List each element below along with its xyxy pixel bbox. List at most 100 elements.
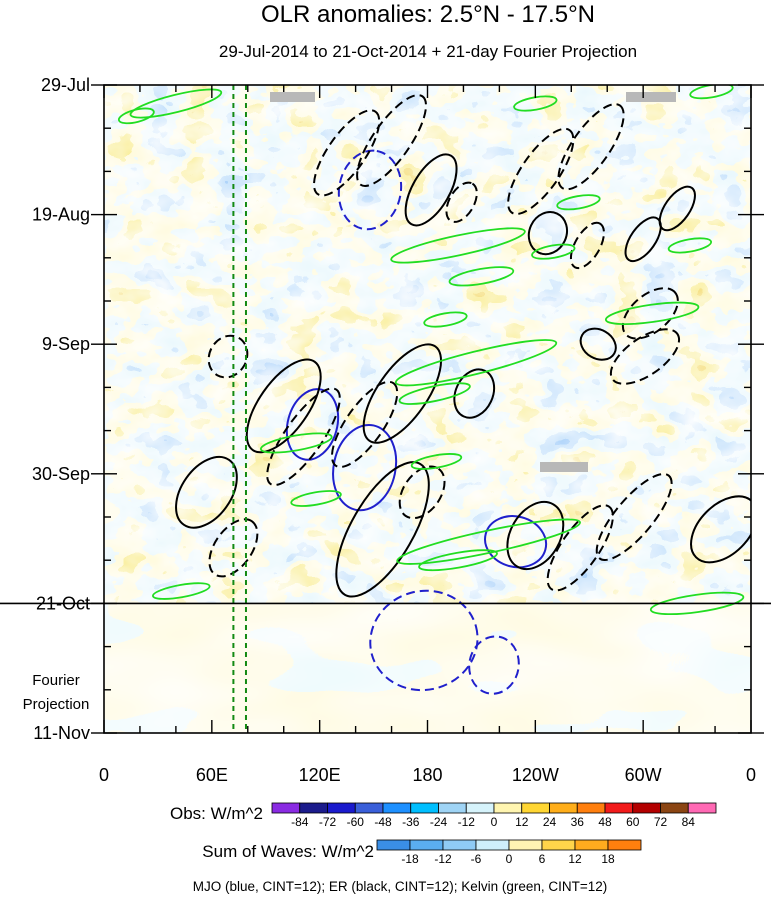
er-contour bbox=[621, 287, 679, 340]
er-contour bbox=[507, 127, 575, 215]
y-tick-label: 21-Oct bbox=[36, 593, 90, 613]
kelvin-contour bbox=[513, 95, 558, 112]
colorbar-tick-label: -72 bbox=[319, 815, 337, 829]
colorbar-swatch bbox=[604, 802, 634, 814]
er-contour bbox=[404, 153, 458, 227]
projection-olr-field bbox=[104, 603, 751, 733]
kelvin-contour bbox=[410, 453, 463, 470]
projection-label-line2: Projection bbox=[23, 696, 90, 713]
colorbar-tick-label: -12 bbox=[434, 852, 452, 866]
mjo-contour bbox=[468, 635, 520, 695]
kelvin-contour bbox=[290, 490, 342, 507]
er-contour bbox=[658, 185, 696, 232]
mjo-contour bbox=[332, 423, 398, 512]
missing-data-patch bbox=[540, 462, 588, 472]
colorbar-tick-label: 36 bbox=[571, 815, 585, 829]
er-contour bbox=[356, 94, 427, 187]
y-tick-label: 19-Aug bbox=[32, 205, 90, 225]
er-contour bbox=[330, 380, 399, 468]
kelvin-contour bbox=[129, 88, 223, 119]
colorbar-swatch bbox=[687, 802, 717, 814]
x-tick-label: 60W bbox=[625, 765, 662, 785]
er-contour bbox=[208, 518, 259, 578]
colorbar-tick-label: 12 bbox=[568, 852, 582, 866]
colorbar-swatch bbox=[438, 802, 467, 814]
colorbar-tick-label: -36 bbox=[402, 815, 420, 829]
kelvin-contour bbox=[667, 237, 713, 254]
x-tick-label: 0 bbox=[746, 765, 756, 785]
er-contour bbox=[398, 465, 446, 520]
er-contour bbox=[175, 455, 238, 529]
colorbar-tick-label: 72 bbox=[654, 815, 668, 829]
colorbar-swatch bbox=[382, 802, 412, 814]
colorbar-swatch bbox=[409, 839, 444, 851]
er-contour bbox=[579, 327, 617, 361]
colorbar-swatch bbox=[632, 802, 661, 814]
colorbar-swatch bbox=[574, 839, 609, 851]
colorbar-swatch bbox=[521, 802, 550, 814]
waves-colorbar-label: Sum of Waves: W/m^2 bbox=[202, 842, 374, 861]
kelvin-contour bbox=[649, 591, 745, 616]
mjo-contour bbox=[484, 515, 548, 569]
er-contour bbox=[313, 109, 381, 197]
er-contour bbox=[362, 343, 443, 444]
colorbar-swatch bbox=[271, 802, 301, 814]
kelvin-contour bbox=[448, 266, 515, 287]
kelvin-contour bbox=[117, 107, 155, 125]
y-tick-label: 11-Nov bbox=[33, 723, 90, 743]
x-tick-label: 60E bbox=[196, 765, 228, 785]
colorbar-swatch bbox=[299, 802, 328, 814]
chart-title: OLR anomalies: 2.5°N - 17.5°N bbox=[261, 1, 595, 28]
colorbar-tick-label: 0 bbox=[491, 815, 498, 829]
er-contour bbox=[624, 216, 662, 263]
colorbar-swatch bbox=[541, 839, 576, 851]
kelvin-contour bbox=[152, 582, 211, 600]
kelvin-contour bbox=[604, 301, 700, 325]
er-contour bbox=[207, 334, 249, 379]
chart-subtitle: 29-Jul-2014 to 21-Oct-2014 + 21-day Four… bbox=[219, 42, 637, 61]
colorbar-tick-label: 60 bbox=[626, 815, 640, 829]
contour-legend: MJO (blue, CINT=12); ER (black, CINT=12)… bbox=[193, 879, 608, 894]
kelvin-contour bbox=[259, 432, 333, 454]
colorbar-swatch bbox=[607, 839, 642, 851]
colorbar-tick-label: 18 bbox=[601, 852, 615, 866]
colorbar-swatch bbox=[475, 839, 510, 851]
x-tick-label: 180 bbox=[412, 765, 442, 785]
colorbar-tick-label: -18 bbox=[401, 852, 419, 866]
colorbar-tick-label: -84 bbox=[291, 815, 309, 829]
colorbar-tick-label: -12 bbox=[458, 815, 476, 829]
mjo-contour bbox=[369, 589, 479, 692]
kelvin-contour bbox=[531, 243, 576, 260]
colorbar-tick-label: 24 bbox=[543, 815, 557, 829]
er-contour bbox=[506, 501, 565, 571]
colorbar-swatch bbox=[493, 802, 523, 814]
er-contour bbox=[527, 211, 569, 256]
kelvin-contour bbox=[418, 549, 498, 572]
er-contour bbox=[557, 103, 625, 191]
obs-colorbar-label: Obs: W/m^2 bbox=[170, 804, 263, 823]
y-tick-label: 30-Sep bbox=[32, 464, 90, 484]
colorbar-swatch bbox=[354, 802, 384, 814]
colorbar-swatch bbox=[327, 802, 356, 814]
y-tick-label: 9-Sep bbox=[42, 334, 90, 354]
er-contour bbox=[595, 473, 673, 561]
kelvin-contour bbox=[394, 339, 558, 387]
colorbar-tick-label: 84 bbox=[682, 815, 696, 829]
colorbar-tick-label: 48 bbox=[598, 815, 612, 829]
y-tick-label: 29-Jul bbox=[41, 75, 90, 95]
colorbar-tick-label: 0 bbox=[506, 852, 513, 866]
kelvin-contour bbox=[398, 382, 471, 405]
er-contour bbox=[690, 495, 751, 564]
kelvin-contour bbox=[396, 518, 581, 565]
colorbar-tick-label: 6 bbox=[539, 852, 546, 866]
missing-data-patch bbox=[270, 92, 315, 102]
colorbar-swatch bbox=[465, 802, 495, 814]
kelvin-contour bbox=[556, 194, 601, 211]
er-contour bbox=[609, 328, 681, 385]
er-contour bbox=[335, 461, 430, 598]
colorbar-tick-label: 12 bbox=[515, 815, 529, 829]
colorbar-tick-label: -48 bbox=[374, 815, 392, 829]
colorbar-swatch bbox=[410, 802, 439, 814]
er-contour bbox=[546, 504, 614, 592]
